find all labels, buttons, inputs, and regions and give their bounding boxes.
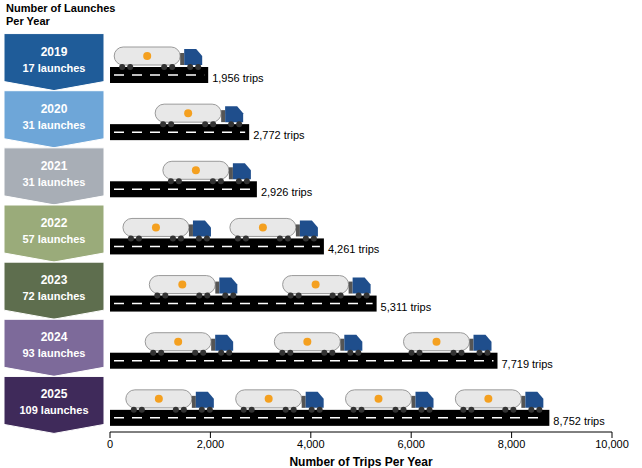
svg-text:4,261 trips: 4,261 trips <box>328 243 380 255</box>
svg-text:8,752 trips: 8,752 trips <box>553 415 605 427</box>
svg-text:2019: 2019 <box>41 45 68 59</box>
svg-text:31 launches: 31 launches <box>23 176 86 188</box>
svg-text:7,719 trips: 7,719 trips <box>501 358 553 370</box>
svg-text:2024: 2024 <box>41 330 68 344</box>
svg-text:17 launches: 17 launches <box>23 62 86 74</box>
svg-text:93 launches: 93 launches <box>23 347 86 359</box>
svg-text:2020: 2020 <box>41 102 68 116</box>
svg-text:2,000: 2,000 <box>197 438 225 450</box>
svg-text:6,000: 6,000 <box>397 438 425 450</box>
html-text:Number of Launches Per Year: Number of Launches Per Year <box>6 2 116 27</box>
svg-text:10,000: 10,000 <box>595 438 629 450</box>
svg-text:4,000: 4,000 <box>297 438 325 450</box>
svg-text:0: 0 <box>107 438 113 450</box>
svg-text:5,311 trips: 5,311 trips <box>381 301 432 313</box>
svg-text:2,926 trips: 2,926 trips <box>261 186 313 198</box>
svg-text:2021: 2021 <box>41 159 68 173</box>
svg-text:2025: 2025 <box>41 387 68 401</box>
svg-text:8,000: 8,000 <box>498 438 526 450</box>
svg-text:2023: 2023 <box>41 273 68 287</box>
svg-text:72 launches: 72 launches <box>23 290 86 302</box>
svg-text:2022: 2022 <box>41 216 68 230</box>
svg-text:57 launches: 57 launches <box>23 233 86 245</box>
svg-text:2,772 trips: 2,772 trips <box>253 129 305 141</box>
svg-text:Number of Trips Per Year: Number of Trips Per Year <box>289 455 432 468</box>
svg-text:109 launches: 109 launches <box>19 404 88 416</box>
svg-text:1,956 trips: 1,956 trips <box>212 72 264 84</box>
svg-text:31 launches: 31 launches <box>23 119 86 131</box>
